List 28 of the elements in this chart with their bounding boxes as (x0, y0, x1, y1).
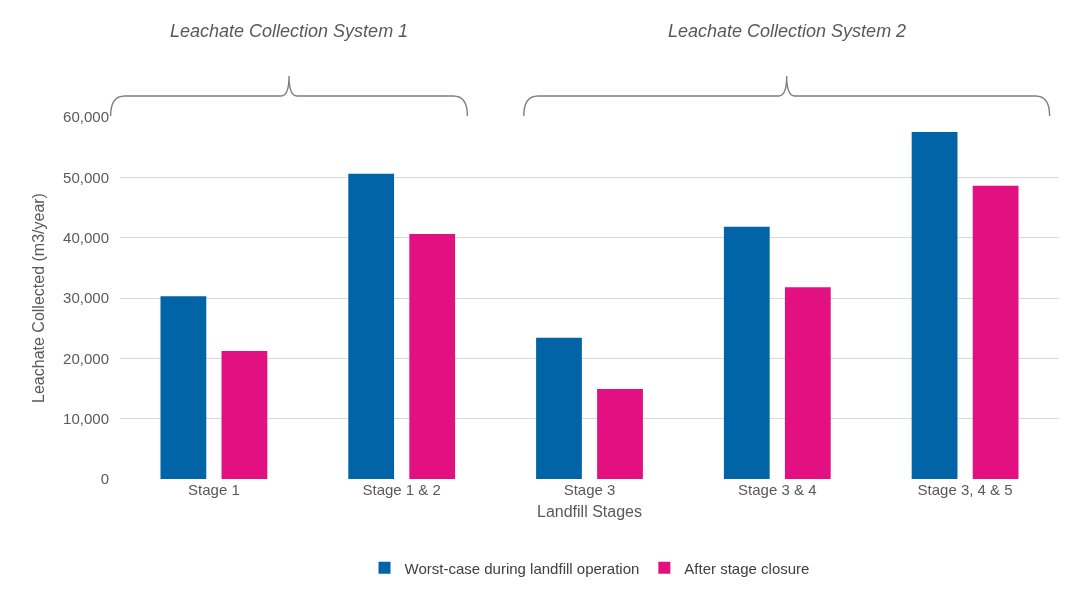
x-tick-label: Stage 3 (563, 481, 616, 498)
bar (409, 234, 456, 479)
text: Leachate Collection System 1 (170, 21, 409, 41)
bar (911, 132, 958, 479)
bar (536, 337, 582, 479)
bar (160, 296, 207, 479)
y-tick-label: 60,000 (63, 108, 109, 126)
y-tick-label: 0 (100, 470, 109, 488)
y-tick-label: 30,000 (63, 289, 109, 307)
bar (221, 351, 268, 479)
y-axis-title: Leachate Collected (m3/year) (30, 193, 48, 403)
x-tick-label: Stage 3, 4 & 5 (917, 481, 1013, 498)
bar (723, 226, 770, 479)
x-axis-title: Landfill Stages (537, 502, 642, 520)
bar (597, 389, 643, 479)
x-tick-label: Stage 1 & 2 (362, 481, 441, 498)
bar (784, 287, 831, 479)
bar (972, 185, 1019, 479)
bar (348, 173, 395, 479)
x-tick-label: Stage 3 & 4 (738, 481, 817, 498)
text: Leachate Collection System 2 (668, 21, 907, 41)
x-tick-label: Stage 1 (188, 481, 240, 498)
y-tick-label: 10,000 (63, 409, 109, 427)
y-tick-label: 40,000 (63, 228, 109, 246)
y-tick-label: 50,000 (63, 168, 109, 186)
legend-label: After stage closure (684, 559, 810, 577)
legend-label: Worst-case during landfill operation (404, 559, 640, 577)
y-tick-label: 20,000 (63, 349, 109, 367)
